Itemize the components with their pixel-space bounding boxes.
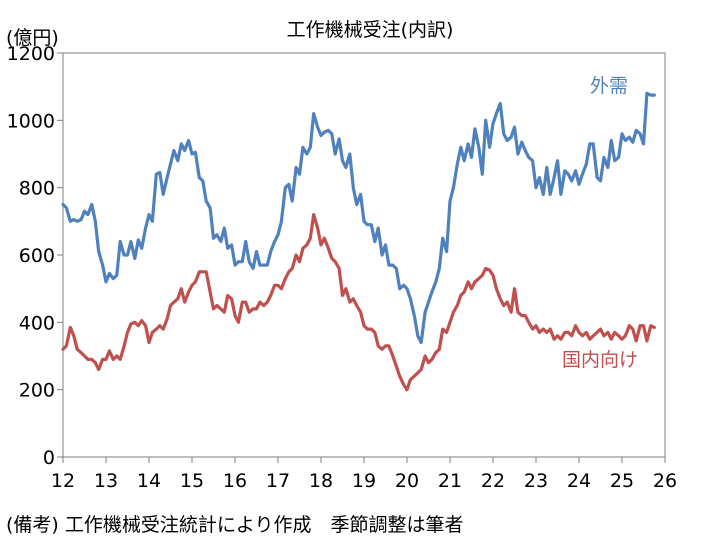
x-tick-label: 26 <box>653 470 677 492</box>
x-tick-label: 15 <box>180 470 204 492</box>
y-axis-unit-label: (億円) <box>6 27 59 49</box>
x-tick-label: 22 <box>481 470 505 492</box>
y-tick-label: 800 <box>19 178 55 200</box>
line-chart: 工作機械受注(内訳) (億円) 0 200 400 600 800 1000 1200 12 1… <box>6 19 677 492</box>
x-tick-label: 17 <box>266 470 290 492</box>
x-tick-label: 14 <box>137 470 161 492</box>
x-tick-label: 16 <box>223 470 247 492</box>
x-tick-label: 19 <box>352 470 376 492</box>
x-tick-label: 18 <box>309 470 333 492</box>
plot-frame <box>62 52 666 458</box>
x-tick-label: 25 <box>610 470 634 492</box>
axes: 0 200 400 600 800 1000 1200 12 13 14 15 16 17 18 19 20 2… <box>7 43 677 492</box>
chart-title: 工作機械受注(内訳) <box>287 19 454 41</box>
x-tick-label: 23 <box>524 470 548 492</box>
x-tick-label: 21 <box>438 470 462 492</box>
series-line-overseas <box>61 91 656 345</box>
y-tick-label: 400 <box>19 312 55 334</box>
series-label-overseas: 外需 <box>590 75 628 97</box>
x-tick-label: 12 <box>51 470 75 492</box>
x-tick-label: 24 <box>567 470 591 492</box>
y-tick-label: 600 <box>19 245 55 267</box>
y-tick-label: 1200 <box>7 43 55 65</box>
series-line-domestic <box>61 213 656 392</box>
y-tick-label: 1000 <box>7 110 55 132</box>
series-label-domestic: 国内向け <box>562 349 638 371</box>
x-tick-label: 20 <box>395 470 419 492</box>
x-tick-label: 13 <box>94 470 118 492</box>
y-tick-label: 200 <box>19 380 55 402</box>
series-layer <box>61 91 656 392</box>
chart-caption: (備考) 工作機械受注統計により作成 季節調整は筆者 <box>6 514 464 536</box>
y-tick-label: 0 <box>43 447 55 469</box>
